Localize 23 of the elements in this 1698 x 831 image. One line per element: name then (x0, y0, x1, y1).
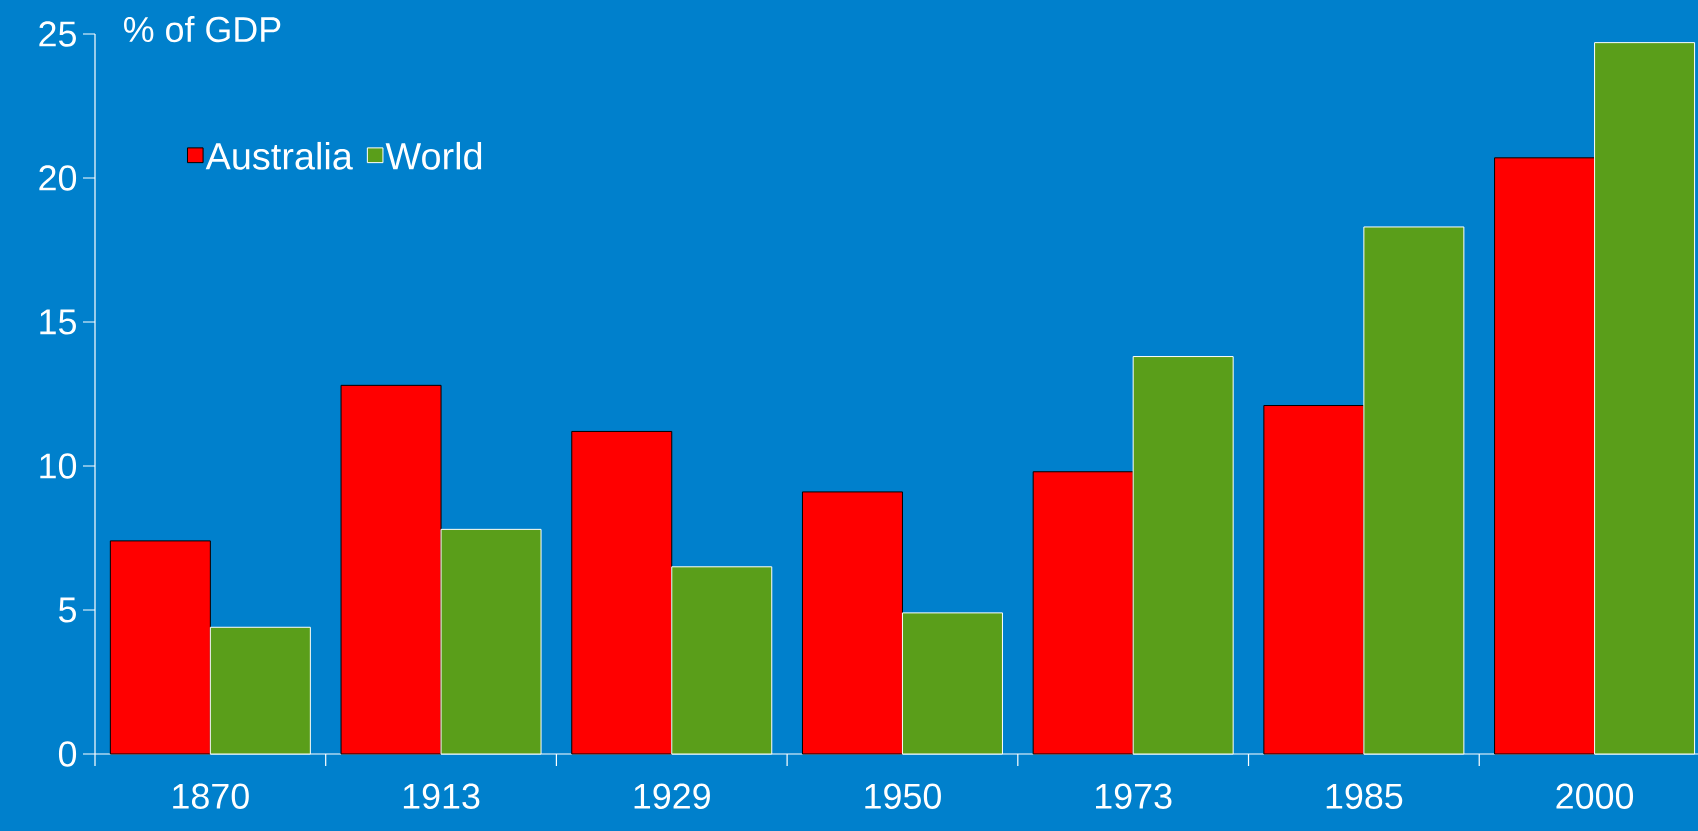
bar (571, 430, 673, 755)
x-tick-label: 1870 (173, 783, 249, 809)
bar (109, 540, 211, 755)
x-tick-label: 1950 (865, 783, 941, 809)
x-tick-label: 1913 (403, 783, 480, 809)
bar (1032, 471, 1134, 755)
bar (1494, 157, 1596, 755)
y-tick-label: 5 (58, 597, 76, 623)
y-tick-label: 15 (40, 309, 76, 335)
legend-label: World (385, 141, 482, 170)
bar (1263, 405, 1365, 755)
bar (801, 491, 903, 755)
x-tick-label: 2000 (1556, 783, 1634, 809)
x-tick-label: 1985 (1326, 783, 1403, 809)
y-tick-label: 25 (39, 21, 76, 47)
bar (340, 384, 442, 755)
y-axis-title: % of GDP (124, 15, 281, 43)
x-tick-label: 1929 (634, 783, 710, 809)
x-tick-label: 1973 (1096, 783, 1172, 809)
y-tick-label: 20 (39, 165, 77, 191)
y-tick-label: 10 (40, 453, 77, 479)
y-tick-label: 0 (58, 741, 77, 767)
legend-label: Australia (205, 141, 353, 170)
